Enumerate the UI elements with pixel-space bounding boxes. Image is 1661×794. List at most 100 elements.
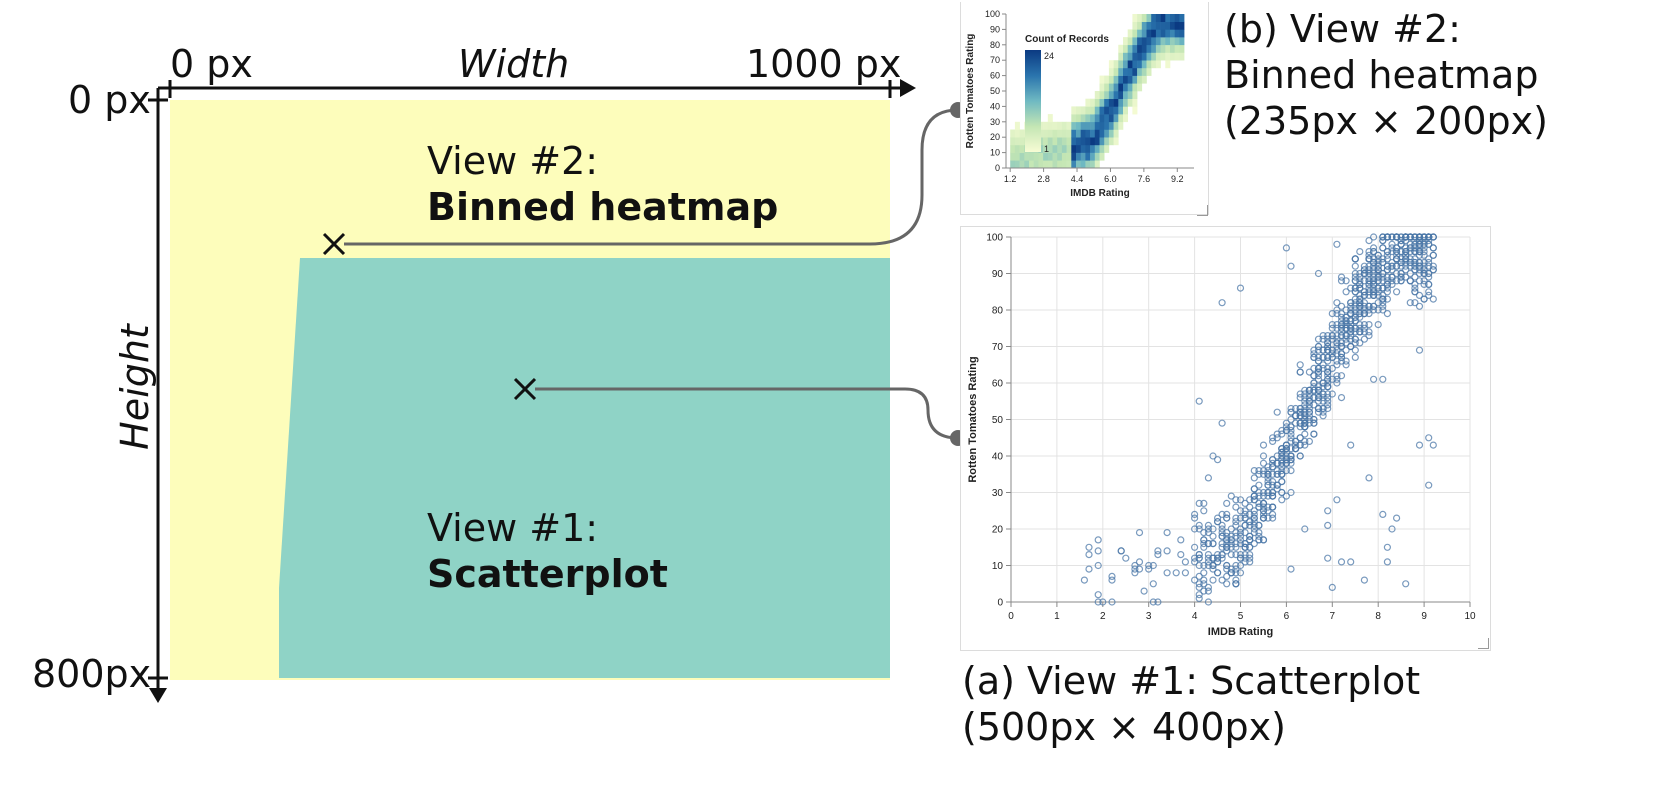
scatter-point [1393,244,1401,252]
scatter-point [1328,320,1336,329]
scatter-point [1287,565,1295,573]
scatter-point [1191,543,1199,551]
heatmap-cell [1085,106,1091,115]
scatter-point [1393,248,1401,256]
scatter-y-tick-label: 100 [986,233,1003,244]
scatter-point [1296,452,1304,460]
heatmap-cell [1174,21,1180,30]
scatter-point [1383,309,1391,318]
heatmap-cell [1141,52,1147,61]
scatter-point [1351,277,1359,285]
heatmap-cell [1066,137,1072,146]
scatter-point [1333,331,1341,340]
scatter-point [1360,291,1368,300]
scatter-point [1241,507,1249,515]
heatmap-cell [1141,44,1147,53]
heatmap-cell [1160,29,1166,38]
scatter-point [1324,342,1332,351]
scatter-point [1163,547,1171,555]
scatter-point [1259,536,1268,544]
scatter-point [1287,408,1295,416]
heatmap-cell [1024,152,1030,161]
scatter-point [1232,540,1240,548]
heatmap-cell [1127,60,1133,69]
heatmap-cell [1010,152,1016,161]
connectors [344,102,966,446]
scatter-x-tick-label: 3 [1146,611,1152,622]
scatter-point [1411,237,1419,245]
scatter-point [1356,313,1364,321]
scatter-point [1415,441,1424,449]
scatter-point [1374,306,1382,314]
scatter-point [1232,518,1240,526]
heatmap-cell [1061,144,1067,153]
scatter-point [1296,404,1304,413]
scatter-point [1282,452,1290,460]
scatter-point [1406,233,1414,241]
heatmap-cell [1108,129,1114,138]
heatmap-cell [1085,114,1091,123]
heatmap-legend-bar [1025,50,1041,152]
scatter-point [1370,255,1378,263]
heatmap-cell [1179,44,1185,53]
scatter-point [1200,580,1208,588]
scatter-point [1195,525,1203,533]
scatter-point [1328,364,1336,372]
scatter-point [1393,255,1401,263]
scatter-point [1278,426,1286,435]
scatter-resize-handle-icon[interactable] [1478,638,1489,649]
scatter-point [1425,288,1433,296]
scatter-point [1388,277,1396,285]
scatter-point [1223,572,1231,580]
heatmap-cell [1146,37,1152,46]
heatmap-cell [1099,129,1105,138]
scatter-y-tick-label: 80 [992,306,1004,317]
scatter-point [1287,423,1295,431]
heatmap-cell [1179,14,1185,22]
scatter-point [1250,529,1258,537]
scatter-point [1301,419,1309,427]
scatter-point [1360,299,1368,307]
view2-label: View #2: Binned heatmap [427,138,778,230]
scatter-point [1383,262,1391,270]
heatmap-cell [1179,21,1185,30]
scatter-point [1342,335,1350,343]
view1-label-line2: Scatterplot [427,552,668,596]
scatter-point [1397,255,1405,263]
scatter-point [1094,536,1102,544]
heatmap-cell [1038,152,1044,161]
heatmap-resize-handle-icon[interactable] [1197,205,1208,216]
scatter-point [1255,492,1263,500]
scatter-y-tick-label: 40 [992,452,1004,463]
scatter-point [1347,320,1355,329]
scatter-point [1278,456,1286,464]
scatter-point [1365,291,1373,300]
scatter-point [1411,284,1419,292]
heatmap-cell [1029,160,1034,169]
scatter-point [1342,313,1350,321]
scatter-point [1282,467,1290,475]
scatter-point [1204,554,1212,562]
scatter-point [1397,240,1405,248]
scatter-point [1204,525,1212,533]
heatmap-cell [1061,129,1067,138]
scatter-point [1195,580,1203,588]
scatter-point [1296,419,1304,427]
scatter-point [1415,262,1424,270]
scatter-point [1223,499,1231,507]
scatter-point [1200,536,1208,544]
scatter-point [1209,452,1217,460]
scatter-point [1085,551,1093,559]
scatter-point [1360,302,1368,310]
scatter-point [1269,478,1277,486]
scatter-point [1337,328,1346,336]
scatter-point [1319,364,1327,372]
heatmap-cell [1019,152,1025,161]
scatter-point [1195,572,1203,580]
scatter-point [1195,397,1203,405]
scatter-point [1328,390,1336,398]
scatter-point [1223,529,1231,537]
heatmap-cell [1170,21,1175,30]
scatter-point [1383,558,1391,566]
